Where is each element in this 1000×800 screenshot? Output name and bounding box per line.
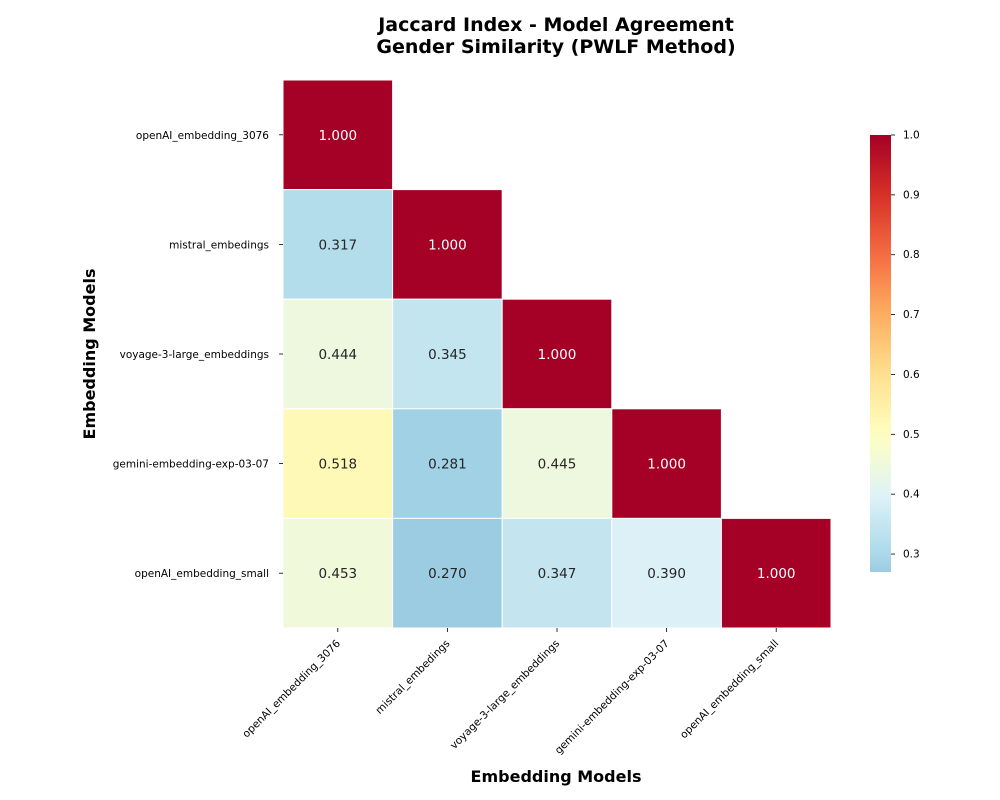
heatmap-cells: 1.000 0.317 1.000 0.444 0.345 1.000 0.518 0.281… [282,79,832,629]
y-tick-label: openAI_embedding_3076 [136,130,269,142]
heatmap-cell [501,298,613,410]
y-tick-label: gemini-embedding-exp-03-07 [113,459,269,471]
cell-value-label: 0.444 [318,347,357,363]
colorbar-tick-label: 0.7 [903,309,920,321]
cell-value-label: 0.518 [318,457,357,473]
heatmap-cell [611,517,722,629]
cell-value-label: 1.000 [757,566,796,582]
chart-title: Jaccard Index - Model Agreement [376,14,734,36]
y-tick-label: voyage-3-large_embeddings [120,349,269,361]
heatmap-cell [392,189,503,300]
y-tick-labels: openAI_embedding_3076 mistral_embedingsvo… [113,130,283,580]
y-axis-title: Embedding Models [80,269,99,440]
colorbar-tick-label: 0.8 [903,249,920,261]
cell-value-label: 1.000 [647,457,686,473]
cell-value-label: 0.345 [428,347,467,363]
colorbar-tick-label: 1.0 [903,130,920,142]
cell-value-label: 1.000 [318,128,357,144]
heatmap-cell [392,517,503,629]
cell-value-label: 0.270 [428,566,467,582]
heatmap-cell [720,517,832,629]
chart-subtitle: Gender Similarity (PWLF Method) [376,36,735,58]
colorbar-tick-label: 0.3 [903,549,920,561]
x-axis-title: Embedding Models [471,767,642,786]
colorbar: 0.3 0.4 0.5 0.6 0.7 0.8 0.9 1.0 [870,130,920,572]
cell-value-label: 0.453 [318,566,357,582]
cell-value-label: 0.317 [318,237,357,253]
cell-value-label: 1.000 [428,237,467,253]
x-tick-label: openAI_embedding_3076 [240,637,343,740]
cell-value-label: 0.281 [428,457,467,473]
colorbar-tick-label: 0.9 [903,189,920,201]
colorbar-gradient [870,135,891,572]
colorbar-tick-label: 0.6 [903,369,920,381]
cell-value-label: 0.445 [538,457,577,473]
colorbar-tick-label: 0.5 [903,429,920,441]
x-tick-label: mistral_embedings [373,638,452,717]
y-tick-label: mistral_embedings [169,239,269,251]
heatmap-cell [611,408,722,519]
cell-value-label: 0.390 [647,566,686,582]
heatmap-cell [392,408,503,519]
y-tick-label: openAI_embedding_small [135,568,269,580]
heatmap-cell [282,79,394,191]
x-tick-label: gemini-embedding-exp-03-07 [553,638,672,757]
x-tick-label: openAI_embedding_small [678,638,781,741]
cell-value-label: 1.000 [538,347,577,363]
heatmap-cell [282,298,394,410]
colorbar-tick-label: 0.4 [903,489,920,501]
heatmap-cell [392,298,503,410]
heatmap-cell [282,189,394,300]
colorbar-ticks: 0.3 0.4 0.5 0.6 0.7 0.8 0.9 1.0 [891,130,920,561]
x-tick-labels: openAI_embedding_3076 mistral_embedingsvo… [240,628,781,757]
x-tick-label: voyage-3-large_embeddings [448,638,562,752]
heatmap-cell [501,517,613,629]
cell-value-label: 0.347 [538,566,577,582]
